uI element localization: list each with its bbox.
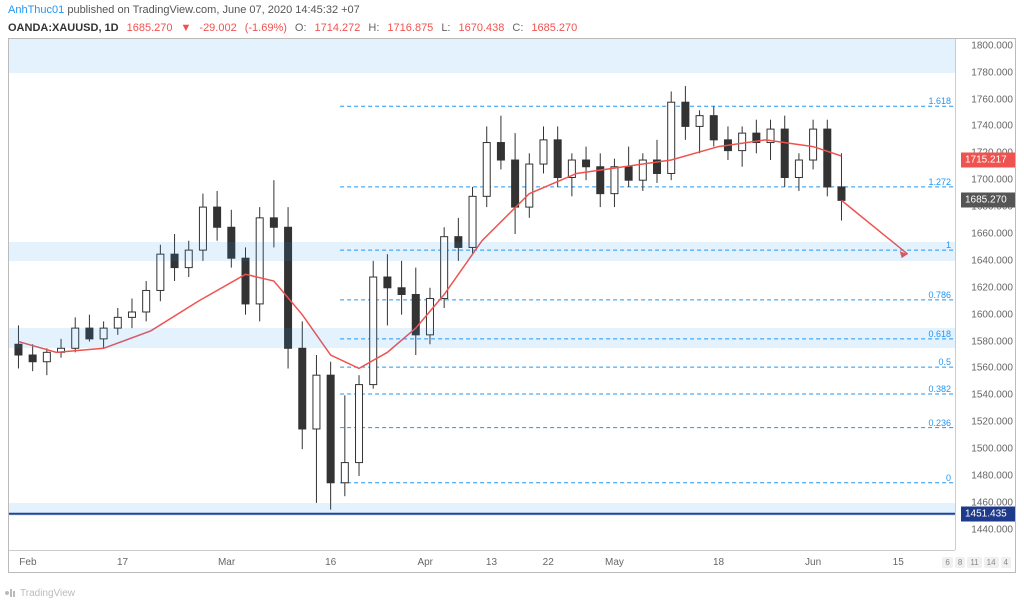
plot-area[interactable]: 1.618 1.272 1 0.786 0.618 0.5 0.382 0.236 0	[9, 39, 955, 550]
y-axis-tick: 1660.000	[971, 228, 1013, 239]
chart-container[interactable]: 1.618 1.272 1 0.786 0.618 0.5 0.382 0.236 0 1440…	[8, 38, 1016, 573]
price-zone	[9, 503, 955, 516]
x-axis-tick: Feb	[19, 557, 36, 568]
header-site: published on TradingView.com,	[67, 4, 219, 16]
ohlc-c-label: C:	[512, 22, 523, 34]
ohlc-l: 1670.438	[459, 22, 505, 34]
x-axis-tick: Apr	[417, 557, 433, 568]
ohlc-c: 1685.270	[531, 22, 577, 34]
footer-badge: 4	[1001, 557, 1011, 568]
x-axis-tick: 15	[893, 557, 904, 568]
watermark-text: TradingView	[20, 588, 75, 599]
x-axis-tick: 13	[486, 557, 497, 568]
price-zone	[9, 242, 955, 261]
y-axis-tick: 1600.000	[971, 309, 1013, 320]
y-axis-tick: 1780.000	[971, 67, 1013, 78]
price-label: 1685.270	[961, 193, 1015, 208]
footer-badge: 8	[955, 557, 965, 568]
x-axis-tick: 22	[543, 557, 554, 568]
watermark: TradingView	[4, 587, 75, 599]
y-axis-tick: 1760.000	[971, 94, 1013, 105]
y-axis-tick: 1740.000	[971, 121, 1013, 132]
x-axis-tick: 16	[325, 557, 336, 568]
y-axis-tick: 1620.000	[971, 282, 1013, 293]
fib-level-label: 0.618	[928, 329, 951, 339]
fib-level-label: 1	[946, 240, 951, 250]
chart-header: AnhThuc01 published on TradingView.com, …	[0, 0, 1024, 20]
y-axis-tick: 1520.000	[971, 417, 1013, 428]
change-arrow-icon: ▼	[181, 22, 192, 34]
tradingview-icon	[4, 587, 16, 599]
y-axis-tick: 1800.000	[971, 40, 1013, 51]
y-axis-tick: 1700.000	[971, 175, 1013, 186]
x-axis-tick: 18	[713, 557, 724, 568]
price-label: 1715.217	[961, 152, 1015, 167]
symbol-label[interactable]: OANDA:XAUUSD, 1D	[8, 22, 119, 34]
fib-level-label: 0.5	[938, 357, 951, 367]
change-value: -29.002	[199, 22, 236, 34]
header-date: June 07, 2020	[222, 4, 292, 16]
price-zone	[9, 39, 955, 73]
y-axis-tick: 1580.000	[971, 336, 1013, 347]
last-price: 1685.270	[127, 22, 173, 34]
info-bar: OANDA:XAUUSD, 1D 1685.270 ▼ -29.002 (-1.…	[0, 20, 1024, 36]
y-axis-tick: 1560.000	[971, 363, 1013, 374]
x-axis-tick: Jun	[805, 557, 821, 568]
y-axis-tick: 1440.000	[971, 524, 1013, 535]
author-name[interactable]: AnhThuc01	[8, 4, 64, 16]
y-axis-tick: 1640.000	[971, 255, 1013, 266]
ohlc-o: 1714.272	[315, 22, 361, 34]
fib-level-label: 0.236	[928, 418, 951, 428]
footer-badge: 11	[967, 557, 981, 568]
fib-level-label: 0.382	[928, 384, 951, 394]
ohlc-l-label: L:	[441, 22, 450, 34]
ohlc-h: 1716.875	[387, 22, 433, 34]
fib-level-label: 0.786	[928, 290, 951, 300]
fib-level-label: 0	[946, 473, 951, 483]
fib-level-label: 1.618	[928, 96, 951, 106]
fib-level-label: 1.272	[928, 177, 951, 187]
x-axis-tick: 17	[117, 557, 128, 568]
y-axis-tick: 1500.000	[971, 444, 1013, 455]
header-time: 14:45:32 +07	[295, 4, 360, 16]
y-axis-tick: 1540.000	[971, 390, 1013, 401]
y-axis-tick: 1480.000	[971, 471, 1013, 482]
footer-badge: 14	[984, 557, 999, 568]
x-axis-tick: Mar	[218, 557, 235, 568]
x-axis[interactable]: Feb 17 Mar 16 Apr 13 22 May 18 Jun 15	[9, 550, 955, 572]
ohlc-o-label: O:	[295, 22, 307, 34]
change-pct: (-1.69%)	[245, 22, 287, 34]
price-label: 1451.435	[961, 507, 1015, 522]
ohlc-h-label: H:	[368, 22, 379, 34]
badge-row: 6811144	[942, 557, 1011, 568]
y-axis[interactable]: 1440.0001460.0001480.0001500.0001520.000…	[955, 39, 1015, 550]
x-axis-tick: May	[605, 557, 624, 568]
footer-badge: 6	[942, 557, 952, 568]
price-zone	[9, 328, 955, 348]
